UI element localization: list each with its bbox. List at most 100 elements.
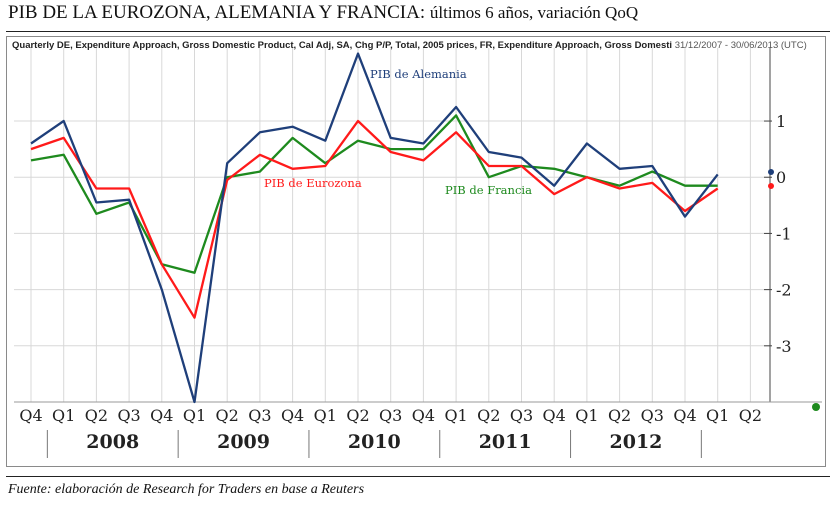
data-point-francia <box>193 272 195 274</box>
chart-title-sub: últimos 6 años, variación QoQ <box>429 3 639 22</box>
series-line-alemania <box>30 52 719 404</box>
data-point-eurozona <box>357 120 359 122</box>
y-tick-label: -3 <box>776 337 792 356</box>
data-point-francia <box>684 184 686 186</box>
data-point-eurozona <box>95 187 97 189</box>
data-point-francia <box>357 140 359 142</box>
series-date-range: 31/12/2007 - 30/06/2013 (UTC) <box>674 40 807 51</box>
series-description: Quarterly DE, Expenditure Approach, Gros… <box>12 40 673 51</box>
series-line-eurozona <box>30 119 719 319</box>
data-point-alemania <box>161 288 163 290</box>
data-point-francia <box>553 168 555 170</box>
x-axis: Q4 Q1 Q2 Q3 Q4 Q1 Q2 Q3 Q4 Q1 Q2 Q3 Q4 Q1 Q2 Q3 Q4 Q1 Q2 Q3… <box>14 401 822 458</box>
status-dot <box>812 403 820 411</box>
y-axis: 1 0 -1 -2 -3 <box>764 48 792 402</box>
series-labels: PIB de Alemania PIB de Eurozona PIB de F… <box>264 67 532 197</box>
data-point-eurozona <box>422 159 424 161</box>
data-point-francia <box>717 184 719 186</box>
y-tick-label: -1 <box>776 224 792 243</box>
x-tick-label: Q2 <box>85 406 108 425</box>
x-tick-label: Q3 <box>248 406 271 425</box>
data-point-eurozona <box>553 193 555 195</box>
x-tick-label: Q3 <box>510 406 533 425</box>
x-tick-label: Q1 <box>706 406 729 425</box>
data-point-francia <box>30 159 32 161</box>
title-divider <box>6 31 830 32</box>
x-tick-label: Q2 <box>477 406 500 425</box>
data-point-eurozona <box>30 148 32 150</box>
data-point-francia <box>651 170 653 172</box>
data-point-alemania <box>586 142 588 144</box>
data-point-francia <box>618 184 620 186</box>
data-point-eurozona <box>520 165 522 167</box>
x-tick-label: Q2 <box>608 406 631 425</box>
data-point-alemania <box>357 52 359 54</box>
label-eurozona: PIB de Eurozona <box>264 176 362 190</box>
y-tick-label: -2 <box>776 281 792 300</box>
data-point-eurozona <box>684 210 686 212</box>
data-point-alemania <box>63 120 65 122</box>
data-point-eurozona <box>455 131 457 133</box>
data-point-francia <box>488 176 490 178</box>
data-point-alemania <box>226 162 228 164</box>
x-tick-label: Q2 <box>739 406 762 425</box>
data-point-eurozona <box>226 179 228 181</box>
footer-divider <box>6 476 830 477</box>
data-point-eurozona <box>193 317 195 319</box>
data-point-eurozona <box>618 187 620 189</box>
data-point-eurozona <box>324 165 326 167</box>
data-point-eurozona <box>390 151 392 153</box>
x-tick-label: Q2 <box>346 406 369 425</box>
data-point-francia <box>291 137 293 139</box>
label-alemania: PIB de Alemania <box>370 67 467 81</box>
data-point-francia <box>259 170 261 172</box>
x-tick-label: Q3 <box>117 406 140 425</box>
data-point-alemania <box>390 137 392 139</box>
chart-frame <box>6 36 826 467</box>
chart-title: PIB DE LA EUROZONA, ALEMANIA Y FRANCIA: … <box>8 2 638 24</box>
data-point-alemania <box>717 173 719 175</box>
last-value-marker-eurozona <box>768 183 774 189</box>
year-label: 2010 <box>348 431 401 453</box>
data-point-eurozona <box>651 182 653 184</box>
y-tick-label: 0 <box>776 168 786 187</box>
x-tick-label: Q3 <box>379 406 402 425</box>
data-point-alemania <box>95 201 97 203</box>
data-point-eurozona <box>161 263 163 265</box>
data-point-alemania <box>324 140 326 142</box>
y-tick-label: 1 <box>776 112 786 131</box>
data-point-alemania <box>455 106 457 108</box>
data-point-eurozona <box>586 176 588 178</box>
data-point-alemania <box>520 156 522 158</box>
data-point-eurozona <box>717 187 719 189</box>
x-tick-label: Q1 <box>52 406 75 425</box>
data-point-alemania <box>618 168 620 170</box>
data-point-alemania <box>422 142 424 144</box>
x-tick-label: Q1 <box>314 406 337 425</box>
x-tick-label: Q4 <box>150 406 173 425</box>
x-tick-label: Q4 <box>543 406 566 425</box>
data-point-alemania <box>30 142 32 144</box>
label-francia: PIB de Francia <box>445 183 532 197</box>
data-point-alemania <box>488 151 490 153</box>
year-label: 2008 <box>86 431 139 453</box>
x-tick-label: Q4 <box>673 406 696 425</box>
data-point-alemania <box>651 165 653 167</box>
x-tick-label: Q3 <box>641 406 664 425</box>
data-point-alemania <box>291 125 293 127</box>
x-tick-label: Q1 <box>183 406 206 425</box>
last-value-marker-alemania <box>768 169 774 175</box>
x-tick-label: Q2 <box>216 406 239 425</box>
data-point-francia <box>422 148 424 150</box>
year-label: 2012 <box>610 431 663 453</box>
x-tick-label: Q1 <box>575 406 598 425</box>
data-point-francia <box>455 114 457 116</box>
x-tick-label: Q1 <box>444 406 467 425</box>
series-markers <box>768 169 820 411</box>
chart-title-main: PIB DE LA EUROZONA, ALEMANIA Y FRANCIA: <box>8 2 426 23</box>
data-point-alemania <box>684 215 686 217</box>
data-point-alemania <box>259 131 261 133</box>
data-point-francia <box>63 154 65 156</box>
series-line-francia <box>30 114 718 274</box>
